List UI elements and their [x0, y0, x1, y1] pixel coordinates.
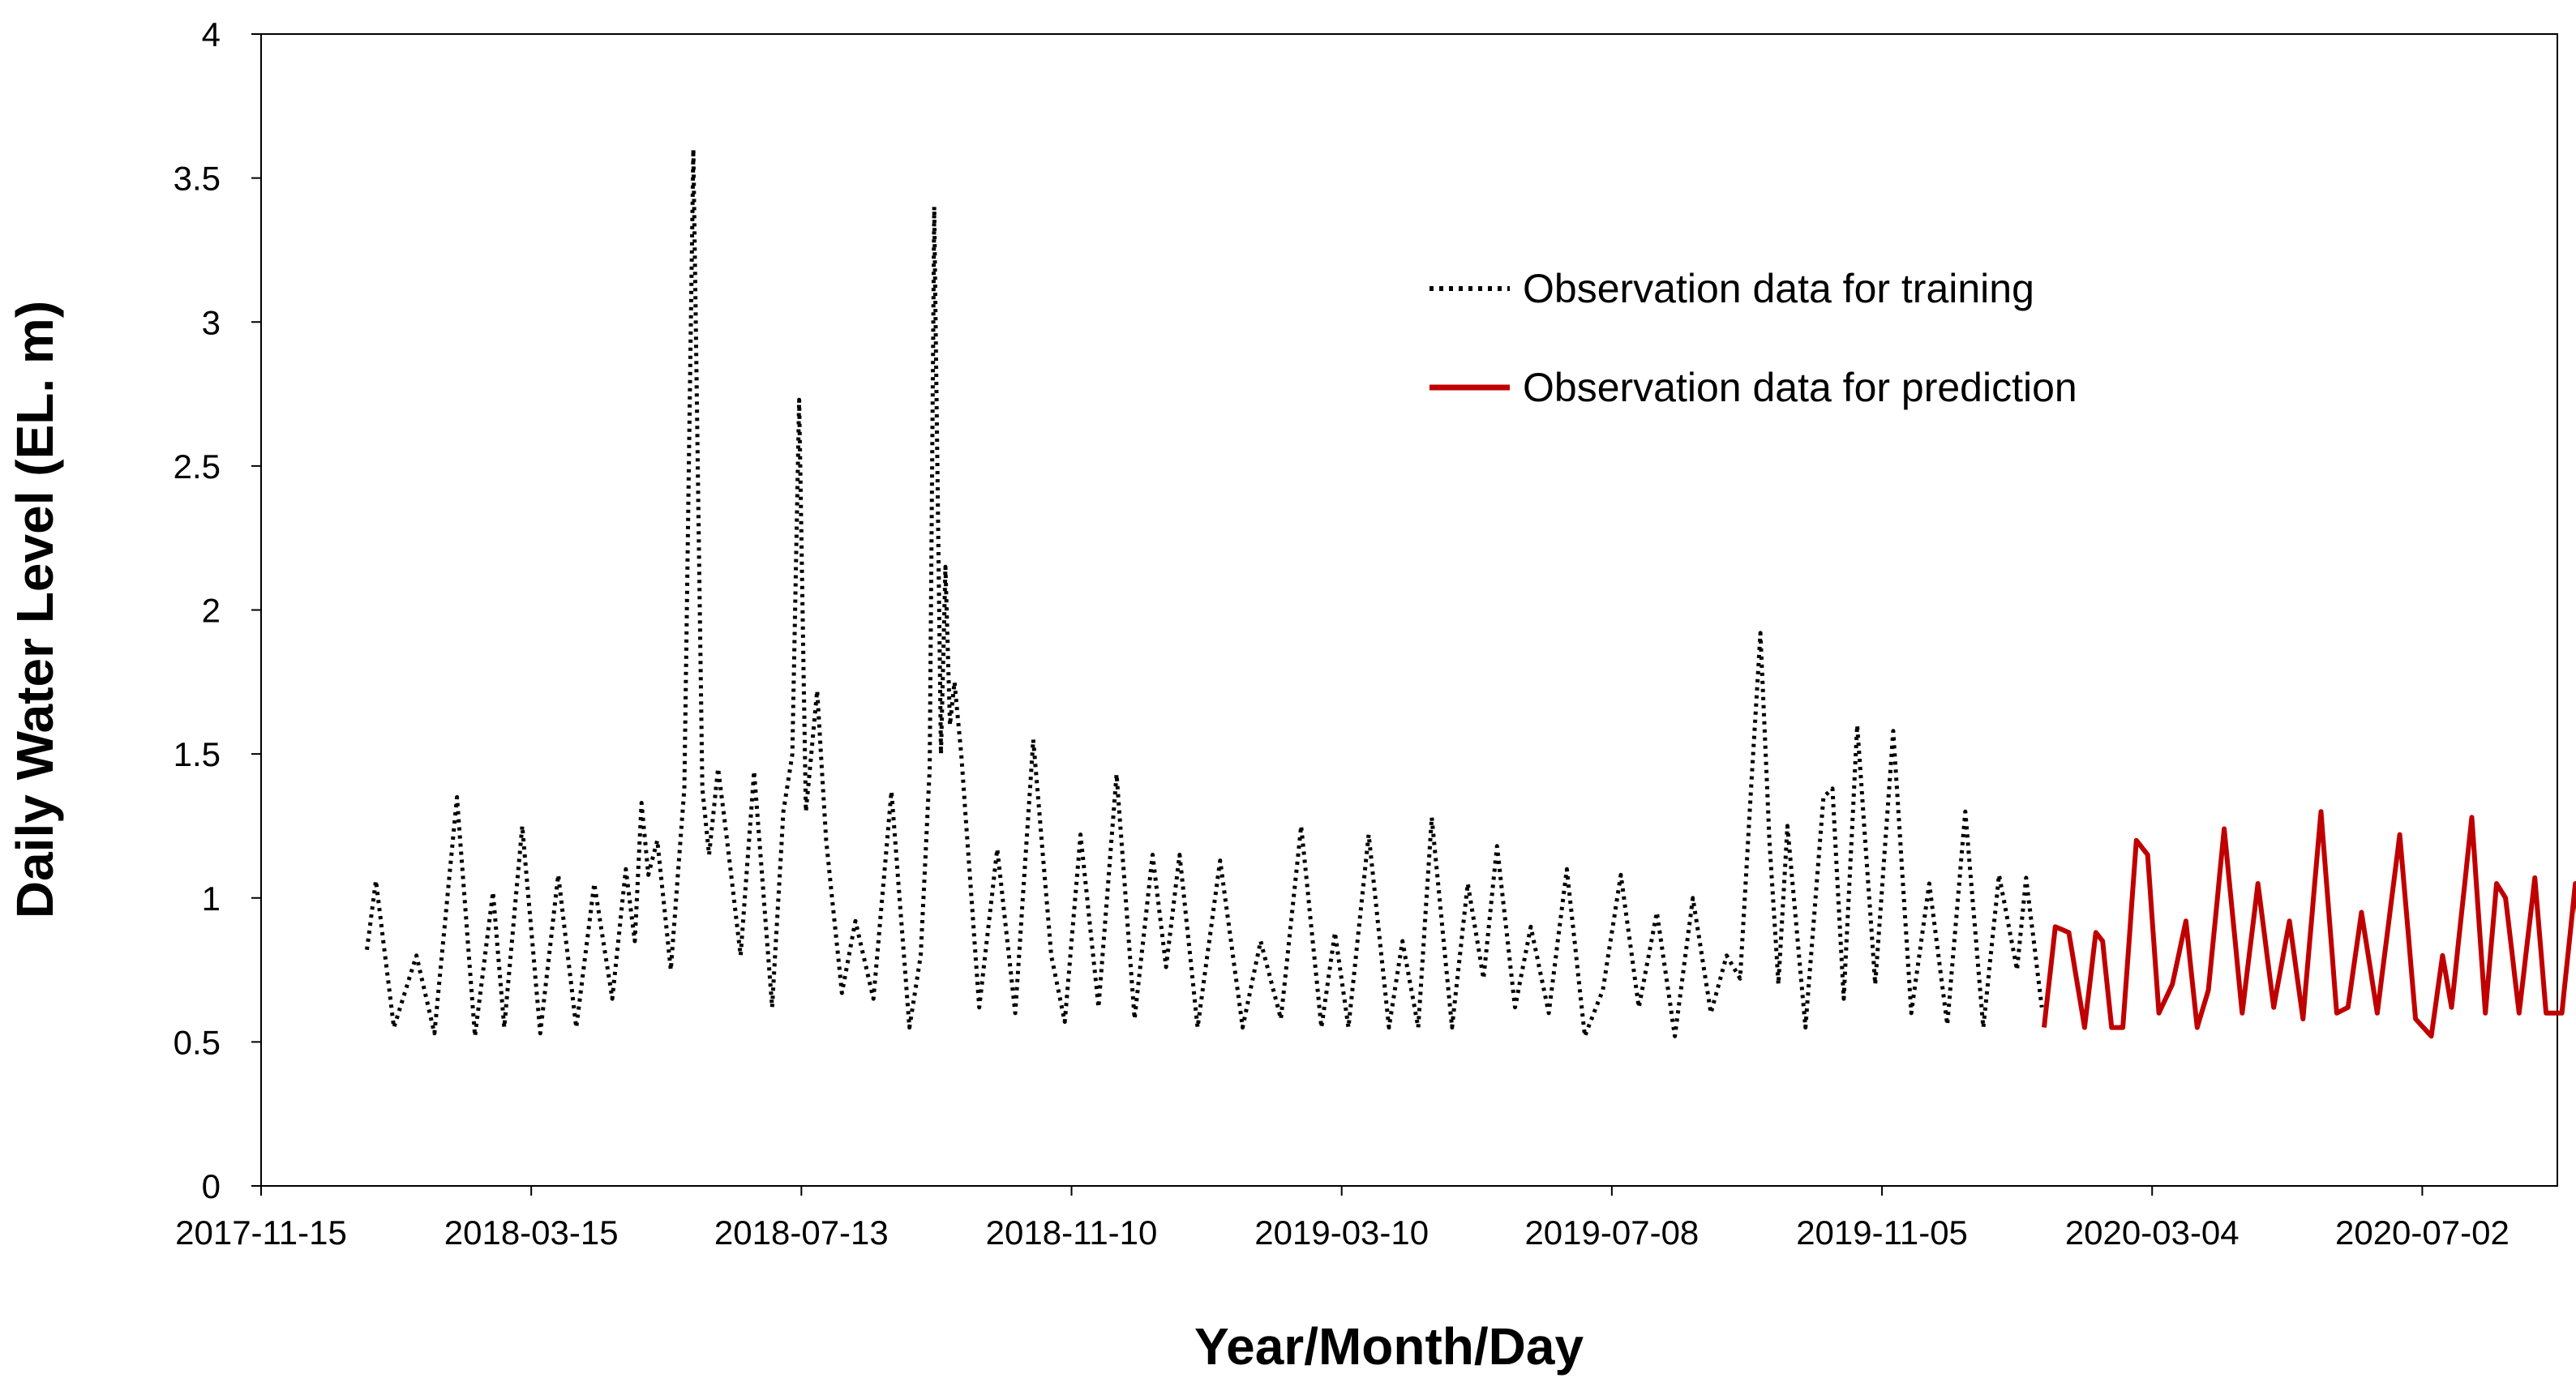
y-tick-label: 3 [202, 303, 221, 341]
x-tick-label: 2018-11-10 [986, 1213, 1158, 1252]
x-tick-label: 2019-11-05 [1796, 1213, 1968, 1252]
y-axis: 0 0.5 1 1.5 2 2.5 3 3.5 4 [174, 15, 261, 1205]
x-axis-title: Year/Month/Day [1194, 1317, 1584, 1376]
x-axis: 2017-11-15 2018-03-15 2018-07-13 2018-11-10… [175, 1186, 2510, 1252]
y-tick-label: 4 [202, 15, 221, 54]
y-axis-title: Daily Water Level (EL. m) [6, 301, 64, 918]
y-tick-label: 2 [202, 592, 221, 630]
y-tick-label: 1 [202, 880, 221, 918]
x-tick-label: 2017-11-15 [175, 1213, 347, 1252]
legend: Observation data for training Observatio… [1429, 266, 2077, 410]
x-tick-label: 2019-07-08 [1524, 1213, 1699, 1252]
x-tick-label: 2020-03-04 [2065, 1213, 2240, 1252]
y-tick-label: 2.5 [174, 447, 221, 486]
legend-training-label: Observation data for training [1523, 266, 2034, 311]
x-tick-label: 2019-03-10 [1254, 1213, 1429, 1252]
legend-prediction-label: Observation data for prediction [1523, 365, 2077, 410]
y-tick-label: 1.5 [174, 735, 221, 773]
y-tick-label: 0.5 [174, 1023, 221, 1061]
series-layer [365, 147, 2576, 1039]
y-tick-label: 0 [202, 1167, 221, 1205]
x-tick-label: 2018-03-15 [444, 1213, 619, 1252]
x-tick-label: 2020-07-02 [2335, 1213, 2510, 1252]
prediction-series-line [2042, 809, 2576, 1039]
y-tick-label: 3.5 [174, 160, 221, 198]
x-tick-label: 2018-07-13 [714, 1213, 889, 1252]
training-series-line [365, 147, 2044, 1038]
